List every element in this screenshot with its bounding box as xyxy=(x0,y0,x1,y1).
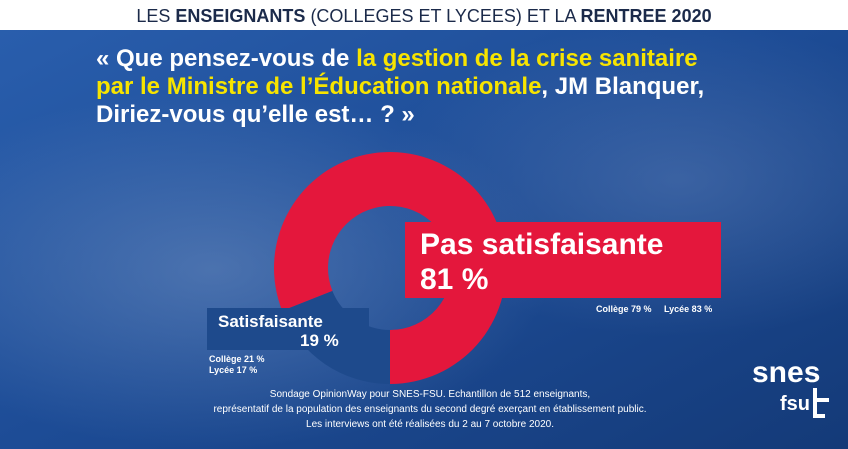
header-part: (COLLEGES ET LYCEES) ET LA xyxy=(305,6,580,26)
category-label: Pas satisfaisante xyxy=(420,228,663,261)
question-part: Diriez-vous qu’elle est… ? » xyxy=(96,101,415,128)
value-label: 81 % xyxy=(420,263,488,296)
logo-mark xyxy=(813,388,829,418)
question: « Que pensez-vous de la gestion de la cr… xyxy=(96,45,704,128)
footer-line: Sondage OpinionWay pour SNES-FSU. Echant… xyxy=(270,389,590,400)
logo: snes fsu xyxy=(752,356,829,418)
label-box xyxy=(207,308,369,350)
label-box xyxy=(405,222,721,298)
annotation: Lycée 83 % xyxy=(664,304,712,314)
header-part: ENSEIGNANTS xyxy=(175,6,305,26)
header-part: RENTREE 2020 xyxy=(581,6,712,26)
annotation: Collège 21 % xyxy=(209,354,265,364)
logo-bottom: fsu xyxy=(780,393,810,415)
footer: Sondage OpinionWay pour SNES-FSU. Echant… xyxy=(213,389,646,430)
annotation: Lycée 17 % xyxy=(209,365,257,375)
category-label: Satisfaisante xyxy=(218,312,323,331)
question-part: , JM Blanquer, xyxy=(541,73,704,100)
value-label: 19 % xyxy=(300,331,339,350)
question-highlight: la gestion de la crise sanitaire xyxy=(356,45,697,72)
footer-line: représentatif de la population des ensei… xyxy=(213,404,646,415)
question-line: Diriez-vous qu’elle est… ? » xyxy=(96,101,415,128)
donut-slice xyxy=(274,152,506,384)
question-highlight: par le Ministre de l’Éducation nationale xyxy=(96,72,541,100)
footer-line: Les interviews ont été réalisées du 2 au… xyxy=(306,419,554,430)
question-line: par le Ministre de l’Éducation nationale… xyxy=(96,72,704,100)
header-part: LES xyxy=(136,6,175,26)
annotation: Collège 79 % xyxy=(596,304,652,314)
logo-top: snes xyxy=(752,356,820,389)
header-title: LES ENSEIGNANTS (COLLEGES ET LYCEES) ET … xyxy=(136,6,711,26)
header-band xyxy=(0,0,848,30)
question-line: « Que pensez-vous de la gestion de la cr… xyxy=(96,45,698,72)
question-part: « Que pensez-vous de xyxy=(96,45,356,72)
